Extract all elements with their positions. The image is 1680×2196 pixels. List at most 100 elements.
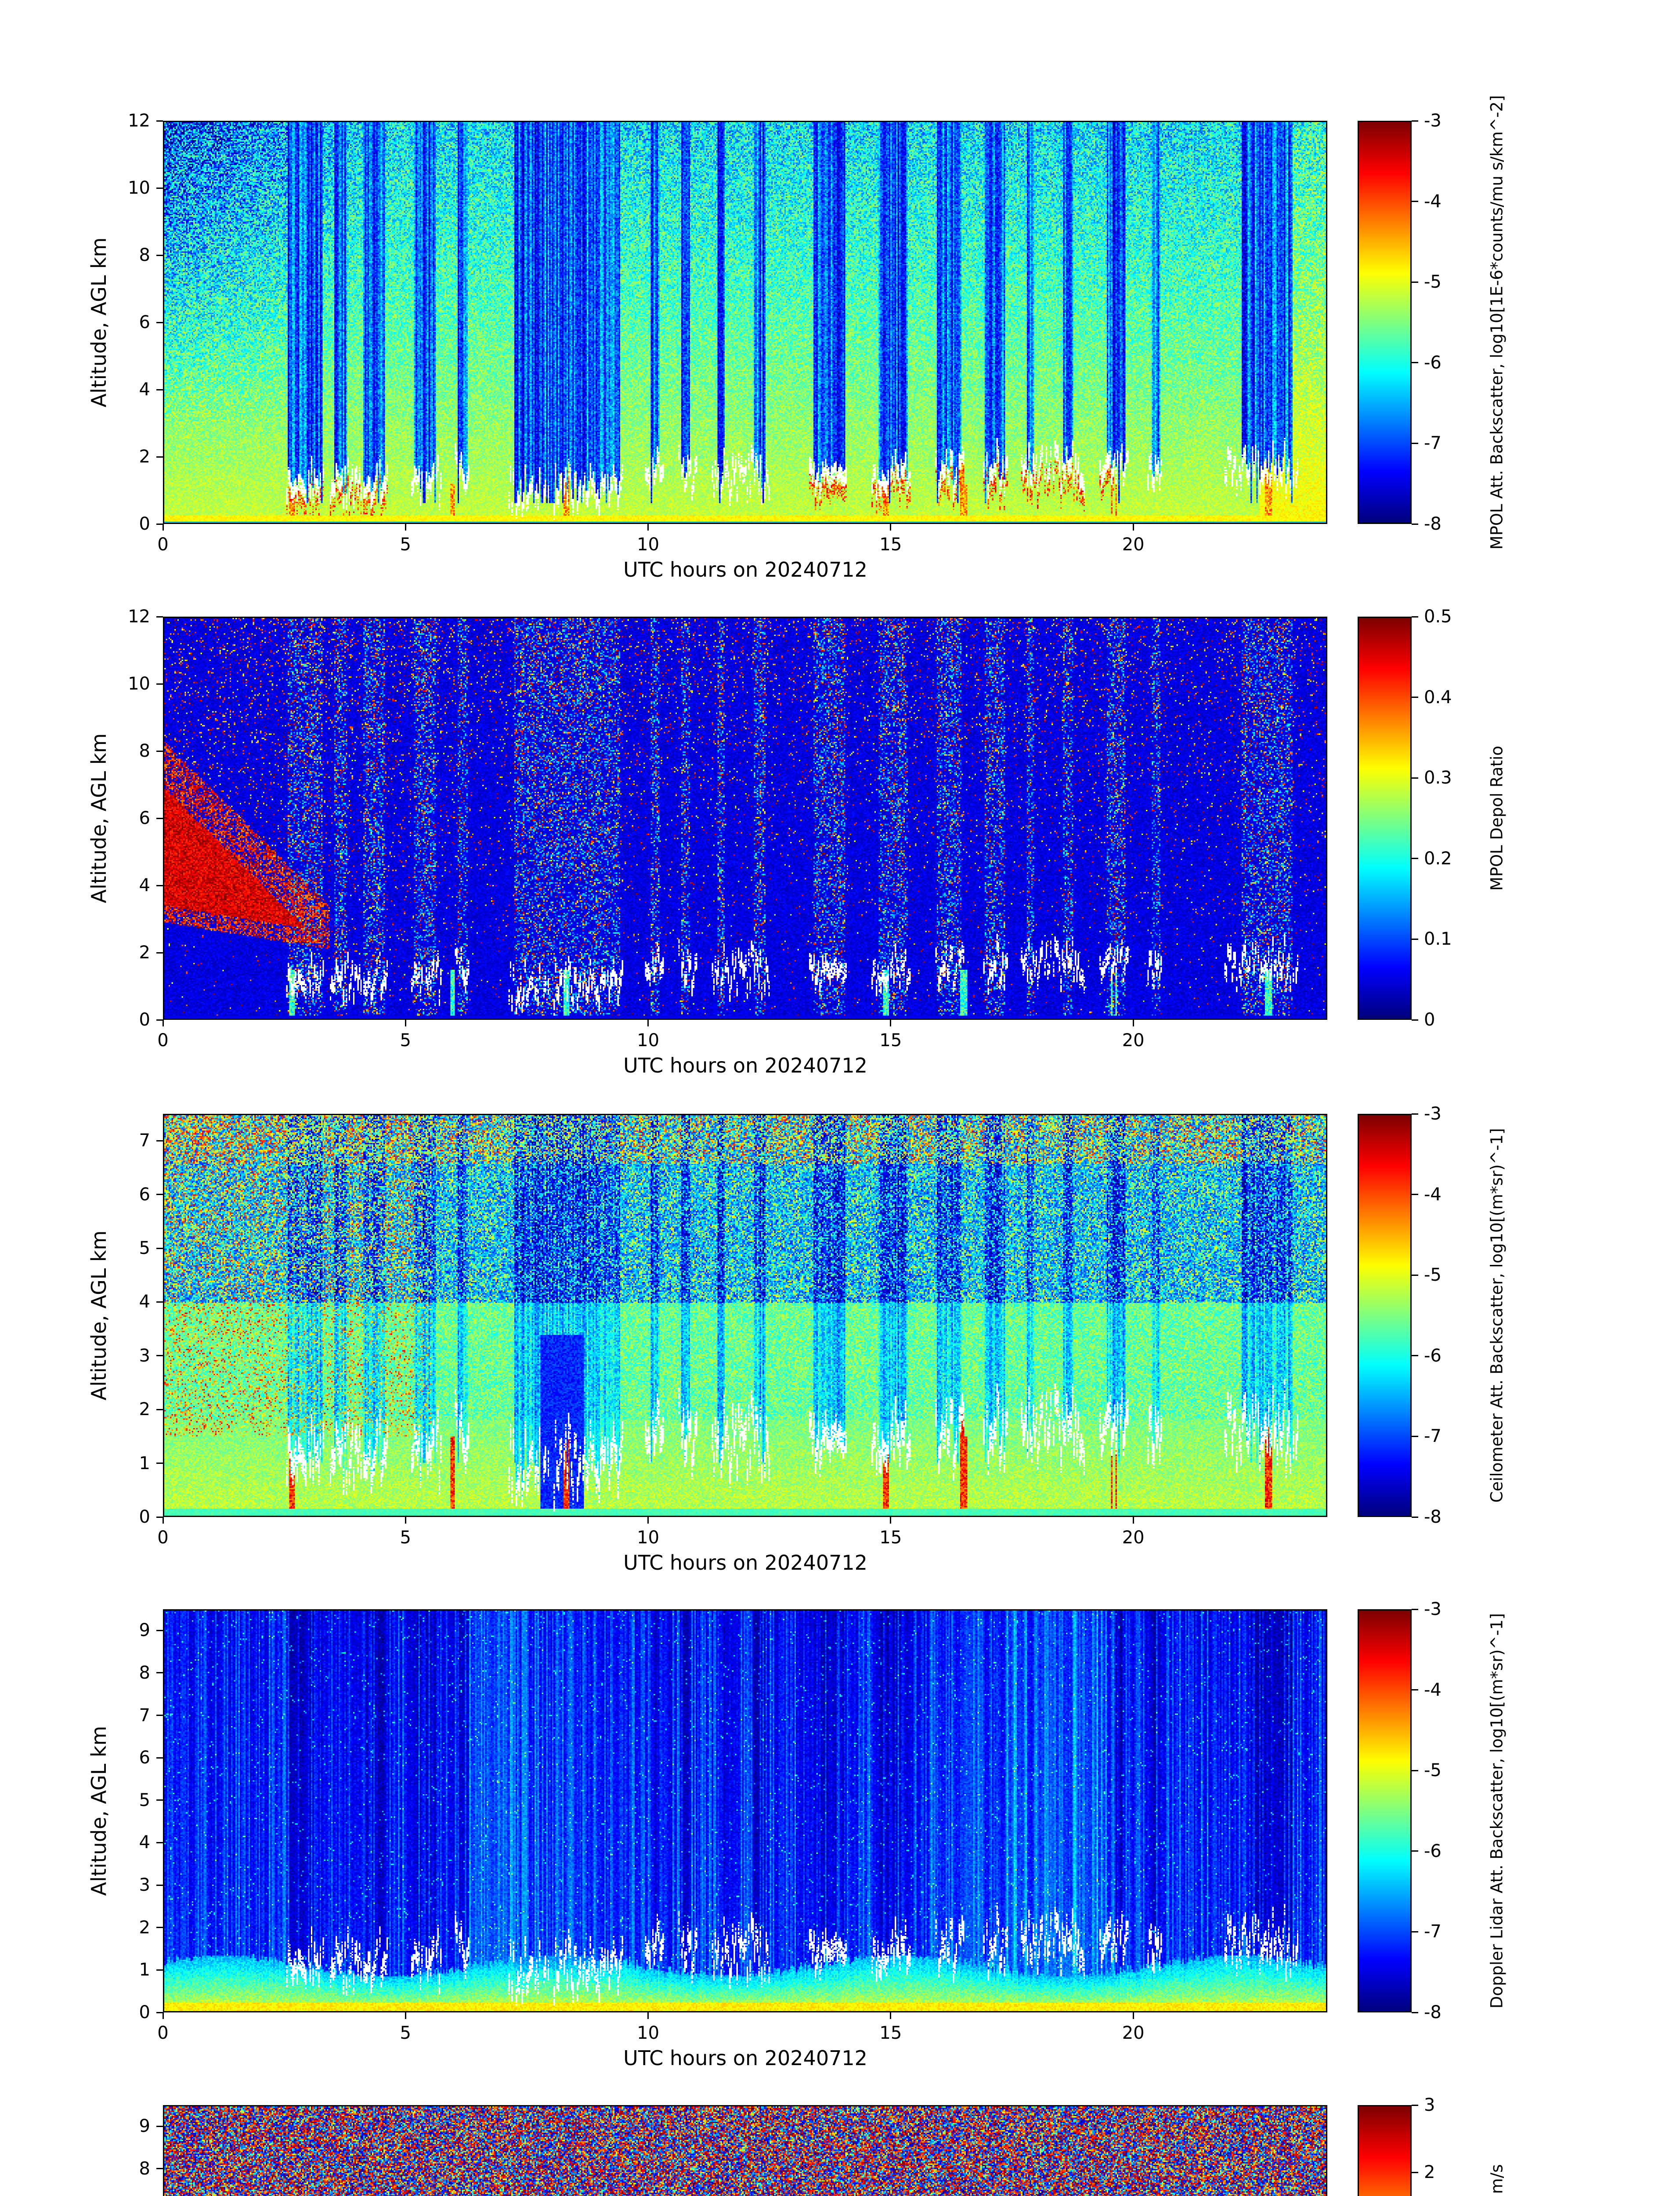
- x-tick-label: 0: [157, 2023, 169, 2043]
- y-tick-mark: [156, 187, 163, 189]
- colorbar-tick-label: -4: [1424, 1680, 1442, 1700]
- x-tick-mark: [405, 1020, 406, 1026]
- x-tick-label: 0: [157, 1528, 169, 1548]
- colorbar-tick-label: 0.4: [1424, 687, 1452, 708]
- colorbar-tick-mark: [1412, 1019, 1418, 1021]
- colorbar-canvas: [1359, 1115, 1410, 1516]
- x-tick-mark: [405, 524, 406, 531]
- colorbar-tick-mark: [1412, 1516, 1418, 1518]
- y-tick-mark: [156, 1516, 163, 1518]
- colorbar-tick-label: 0.2: [1424, 848, 1452, 869]
- y-tick-mark: [156, 1194, 163, 1196]
- colorbar-tick-label: -7: [1424, 1922, 1442, 1942]
- heatmap-plot-area: [163, 617, 1327, 1020]
- x-axis-label: UTC hours on 20240712: [623, 2046, 867, 2070]
- colorbar-tick-label: 0: [1424, 1010, 1435, 1030]
- y-tick-label: 5: [139, 1790, 150, 1810]
- heatmap-canvas: [164, 122, 1326, 523]
- y-tick-mark: [156, 1019, 163, 1021]
- y-tick-mark: [156, 321, 163, 323]
- y-tick-mark: [156, 1301, 163, 1303]
- colorbar-tick-mark: [1412, 201, 1418, 202]
- y-tick-label: 1: [139, 1453, 150, 1474]
- y-tick-mark: [156, 120, 163, 122]
- x-tick-mark: [890, 2012, 892, 2019]
- y-tick-label: 5: [139, 1238, 150, 1258]
- y-tick-label: 10: [128, 178, 150, 198]
- colorbar-label: MPOL Att. Backscatter, log10[1E-6*counts…: [1487, 95, 1507, 550]
- x-axis-label: UTC hours on 20240712: [623, 1054, 867, 1077]
- x-tick-mark: [890, 1517, 892, 1524]
- y-tick-mark: [156, 1140, 163, 1141]
- colorbar-tick-mark: [1412, 616, 1418, 618]
- x-tick-label: 0: [157, 1030, 169, 1051]
- colorbar-tick-mark: [1412, 281, 1418, 283]
- y-tick-label: 12: [128, 607, 150, 627]
- y-tick-mark: [156, 2012, 163, 2013]
- y-tick-label: 2: [139, 943, 150, 963]
- panel-mpol-depol-ratio: Altitude, AGL km UTC hours on 20240712 M…: [0, 607, 1680, 1113]
- x-tick-label: 10: [637, 1030, 660, 1051]
- y-tick-label: 8: [139, 2158, 150, 2179]
- colorbar-tick-label: -5: [1424, 272, 1442, 293]
- y-tick-mark: [156, 1409, 163, 1410]
- colorbar: [1358, 617, 1412, 1020]
- y-tick-mark: [156, 1247, 163, 1249]
- x-tick-mark: [162, 1020, 164, 1026]
- colorbar-tick-label: -8: [1424, 2002, 1442, 2023]
- x-tick-label: 20: [1122, 535, 1145, 555]
- x-tick-mark: [647, 1517, 649, 1524]
- colorbar-canvas: [1359, 122, 1410, 523]
- heatmap-plot-area: [163, 1114, 1327, 1517]
- colorbar-tick-mark: [1412, 1435, 1418, 1437]
- panel-ceilometer-attenuated-backscatter: Altitude, AGL km UTC hours on 20240712 C…: [0, 1104, 1680, 1610]
- colorbar-tick-mark: [1412, 1770, 1418, 1771]
- x-tick-mark: [1132, 524, 1134, 531]
- colorbar-tick-label: -7: [1424, 1426, 1442, 1447]
- x-tick-label: 15: [879, 1030, 902, 1051]
- y-tick-mark: [156, 2168, 163, 2170]
- panel-doppler-lidar-attenuated-backscatter: Altitude, AGL km UTC hours on 20240712 D…: [0, 1599, 1680, 2106]
- x-tick-mark: [162, 524, 164, 531]
- y-tick-mark: [156, 683, 163, 685]
- y-tick-mark: [156, 1969, 163, 1971]
- x-tick-mark: [647, 2012, 649, 2019]
- y-tick-label: 4: [139, 1292, 150, 1312]
- x-tick-label: 15: [879, 535, 902, 555]
- panel-mpol-attenuated-backscatter: Altitude, AGL km UTC hours on 20240712 M…: [0, 95, 1680, 617]
- heatmap-canvas: [164, 1611, 1326, 2011]
- y-tick-label: 0: [139, 1507, 150, 1527]
- y-tick-label: 1: [139, 1960, 150, 1980]
- heatmap-canvas: [164, 2106, 1326, 2196]
- heatmap-plot-area: [163, 121, 1327, 524]
- colorbar-tick-mark: [1412, 442, 1418, 444]
- y-tick-mark: [156, 1715, 163, 1716]
- y-tick-label: 8: [139, 245, 150, 265]
- colorbar-tick-mark: [1412, 1608, 1418, 1610]
- colorbar-tick-mark: [1412, 2012, 1418, 2013]
- x-axis-label: UTC hours on 20240712: [623, 558, 867, 582]
- y-tick-label: 10: [128, 674, 150, 694]
- colorbar-tick-mark: [1412, 1274, 1418, 1276]
- colorbar-tick-label: -7: [1424, 433, 1442, 454]
- y-tick-label: 0: [139, 2002, 150, 2023]
- colorbar-tick-label: -3: [1424, 1599, 1442, 1619]
- colorbar-tick-label: -6: [1424, 1345, 1442, 1366]
- colorbar-tick-label: -8: [1424, 1507, 1442, 1527]
- x-tick-mark: [647, 1020, 649, 1026]
- y-tick-mark: [156, 952, 163, 954]
- y-tick-label: 7: [139, 1131, 150, 1151]
- x-tick-mark: [162, 1517, 164, 1524]
- y-tick-label: 7: [139, 1705, 150, 1726]
- y-tick-mark: [156, 1355, 163, 1357]
- colorbar-tick-mark: [1412, 858, 1418, 860]
- x-tick-label: 0: [157, 535, 169, 555]
- colorbar-tick-label: 0.1: [1424, 929, 1452, 950]
- y-tick-mark: [156, 885, 163, 886]
- y-tick-label: 6: [139, 808, 150, 828]
- y-tick-mark: [156, 389, 163, 390]
- y-tick-label: 8: [139, 1662, 150, 1683]
- x-tick-mark: [1132, 2012, 1134, 2019]
- y-tick-label: 4: [139, 379, 150, 400]
- y-tick-mark: [156, 523, 163, 525]
